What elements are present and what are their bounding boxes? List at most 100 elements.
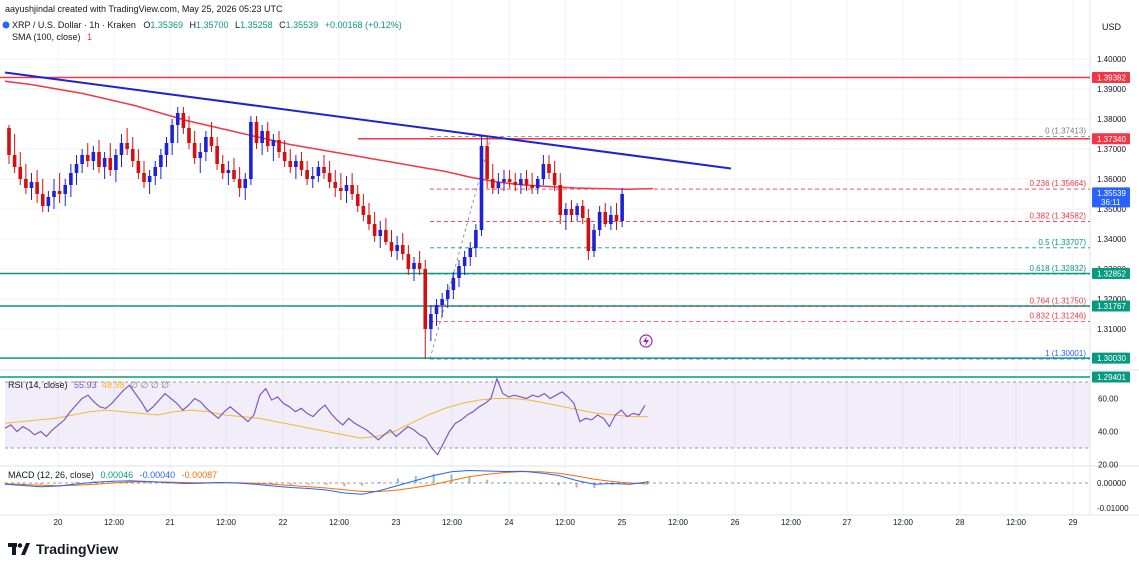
candle-body — [7, 128, 11, 155]
fib-level-label: 1 (1.30001) — [1045, 349, 1086, 358]
currency-label: USD — [1102, 22, 1122, 32]
candle-body — [429, 314, 433, 329]
candle-body — [114, 155, 118, 170]
macd-histogram-bar — [379, 482, 382, 483]
support-3-tag-label: 1.30030 — [1097, 354, 1126, 363]
candle-body — [322, 167, 326, 173]
ohlc-o-label: O — [143, 20, 150, 30]
candle-body — [378, 230, 383, 236]
macd-histogram-bar — [557, 483, 560, 486]
time-tick-label: 12:00 — [781, 518, 802, 527]
sma-legend[interactable]: SMA (100, close) 1 — [12, 32, 92, 42]
candle-body — [204, 137, 208, 152]
resistance-1-tag — [1092, 72, 1130, 84]
candle-body — [417, 263, 422, 269]
rsi-tick-label: 60.00 — [1098, 395, 1119, 404]
macd-line — [4, 469, 649, 495]
fib-level-label: 0.832 (1.31246) — [1030, 312, 1087, 321]
candle-body — [220, 164, 225, 173]
candle-body — [299, 161, 304, 170]
time-tick-label: 12:00 — [893, 518, 914, 527]
candle-body — [575, 206, 579, 215]
candle-body — [24, 179, 28, 188]
candle-body — [541, 164, 546, 179]
candles — [7, 107, 624, 359]
rsi-ma-line — [4, 398, 649, 439]
macd-signal-line — [4, 470, 649, 492]
candle-body — [609, 215, 613, 224]
candle-body — [569, 209, 574, 215]
candle-body — [294, 161, 298, 167]
candle-body — [29, 182, 34, 188]
rsi-tick-label: 20.00 — [1098, 461, 1119, 470]
current-price-tag-label: 1.35539 — [1097, 189, 1126, 198]
candle-body — [457, 266, 461, 278]
candle-body — [271, 140, 276, 146]
macd-histogram-bar — [343, 483, 346, 487]
candle-body — [265, 131, 270, 146]
rsi-legend-ma-value: 48.98 — [102, 380, 125, 390]
ohlc-c-label: C — [279, 20, 286, 30]
macd-histogram-bar — [486, 479, 489, 483]
time-tick-label: 12:00 — [216, 518, 237, 527]
macd-histogram-bar — [575, 483, 578, 488]
rsi-legend-value: 55.93 — [74, 380, 97, 390]
candle-body — [530, 185, 534, 188]
rsi-legend[interactable]: RSI (14, close) 55.93 48.98 ∅ ∅ ∅ ∅ — [8, 380, 169, 390]
candle-body — [440, 299, 444, 305]
time-axis[interactable]: 20 12:00 21 12:00 22 12:00 23 12:00 24 12:00 25 12:… — [54, 518, 1078, 527]
candle-body — [524, 179, 529, 185]
candle-body — [462, 257, 467, 266]
candle-body — [175, 113, 180, 125]
time-tick-label: 12:00 — [329, 518, 350, 527]
rsi-tick-label: 40.00 — [1098, 428, 1119, 437]
legend-symbol[interactable]: XRP / U.S. Dollar · 1h · Kraken O1.35369… — [12, 20, 402, 30]
candle-body — [468, 248, 473, 257]
candle-body — [170, 125, 174, 143]
candle-body — [513, 182, 518, 185]
candle-body — [136, 161, 141, 173]
candle-body — [130, 149, 135, 161]
candle-body — [592, 230, 596, 251]
macd-legend[interactable]: MACD (12, 26, close) 0.00046 -0.00040 -0… — [8, 470, 217, 480]
candle-body — [52, 191, 56, 197]
macd-legend-label: MACD (12, 26, close) — [8, 470, 94, 480]
macd-tick-label: -0.01000 — [1097, 504, 1129, 513]
candle-body — [198, 152, 203, 158]
candle-body — [153, 167, 158, 176]
candle-body — [395, 245, 399, 251]
time-tick-label: 12:00 — [442, 518, 463, 527]
time-tick-label: 25 — [618, 518, 627, 527]
macd-histogram-bar — [21, 483, 24, 484]
ohlc-l-label: L — [235, 20, 240, 30]
candle-body — [310, 176, 315, 179]
horizontal-levels — [0, 76, 1090, 378]
macd-histogram-bar — [289, 483, 292, 485]
candle-body — [597, 212, 602, 230]
price-tick-label: 1.31000 — [1097, 325, 1126, 334]
candle-body — [496, 182, 501, 188]
candle-body — [445, 290, 450, 299]
candle-body — [339, 188, 343, 191]
sma-100-line — [4, 80, 654, 190]
candle-body — [552, 173, 557, 185]
support-4-tag-label: 1.29401 — [1097, 373, 1126, 382]
symbol-line: XRP / U.S. Dollar · 1h · Kraken — [12, 20, 136, 30]
resistance-2-tag — [1092, 133, 1130, 145]
price-tick-label: 1.34000 — [1097, 235, 1126, 244]
bearish-trendline[interactable] — [4, 71, 732, 170]
time-tick-label: 12:00 — [1006, 518, 1027, 527]
tradingview-logo-icon — [8, 543, 30, 555]
candle-body — [215, 146, 219, 164]
candle-body — [519, 179, 523, 185]
tradingview-logo[interactable]: TradingView — [8, 541, 118, 557]
candle-body — [254, 122, 259, 143]
fibonacci-retracement[interactable]: 0 (1.37413) 0.236 (1.35664) 0.382 (1.34582… — [430, 127, 1090, 360]
fib-level-label: 0 (1.37413) — [1045, 127, 1086, 136]
candle-body — [316, 167, 321, 176]
lightning-bolt-icon — [643, 336, 649, 346]
candle-body — [580, 206, 585, 218]
candle-body — [119, 143, 124, 155]
